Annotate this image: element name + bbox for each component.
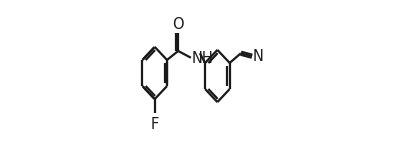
Text: O: O — [172, 17, 184, 32]
Text: NH: NH — [191, 51, 213, 66]
Text: F: F — [150, 117, 159, 132]
Text: N: N — [253, 49, 264, 64]
